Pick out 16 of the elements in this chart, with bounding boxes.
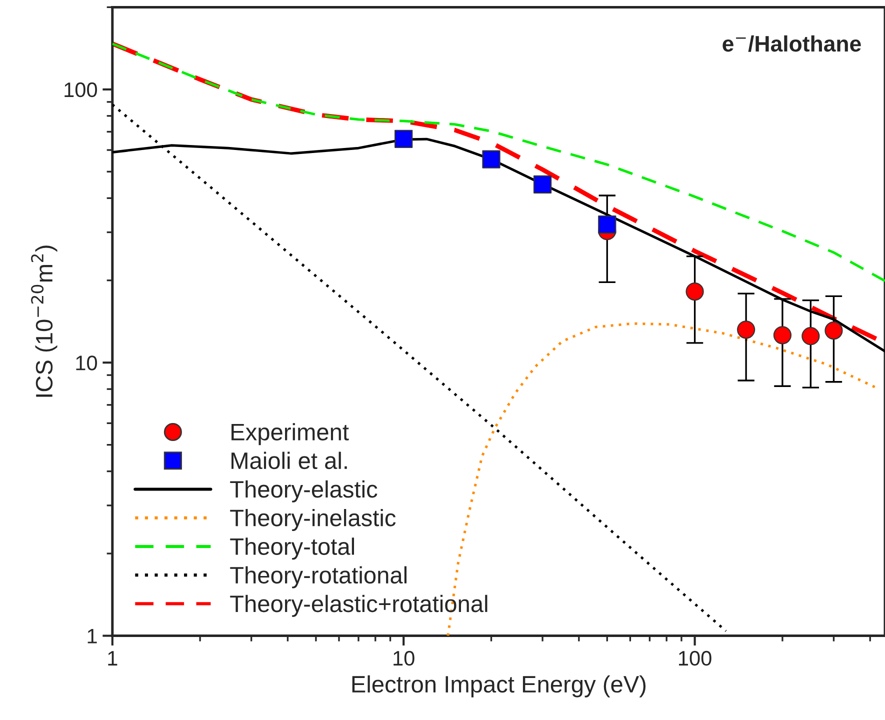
y-tick-label: 10 [76, 356, 97, 370]
y-axis-title: ICS (10$^{−20}$m$^{2}$) [31, 246, 58, 397]
legend-label: Theory-inelastic [230, 509, 396, 532]
annotation: e$^{−}$/Halothane [722, 35, 861, 52]
legend-label: Maioli et al. [232, 452, 347, 470]
legend-label: Theory-elastic [230, 480, 378, 502]
x-tick-label: 10 [394, 650, 414, 666]
x-tick-label: 100 [679, 650, 712, 666]
legend-label: Theory-elastic+rotational [230, 594, 488, 617]
y-tick-label: 1 [88, 628, 97, 644]
x-tick-label: 1 [108, 651, 118, 666]
y-tick-label: 100 [64, 82, 97, 98]
legend-label: Theory-rotational [230, 566, 406, 588]
x-axis-title: Electron Impact Energy (eV) [352, 675, 646, 698]
legend-label: Experiment [232, 423, 349, 446]
legend-label: Theory-total [230, 538, 354, 560]
